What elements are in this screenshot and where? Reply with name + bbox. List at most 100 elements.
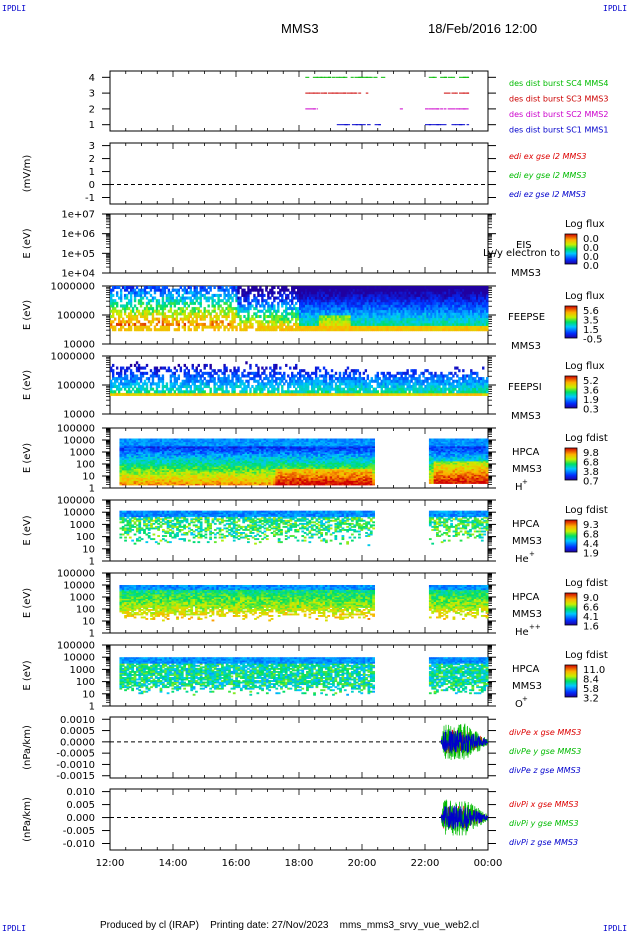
- legend-divpi-1: divPi y gse MMS3: [509, 819, 579, 828]
- y-tick-label-divpe: 0.0005: [60, 726, 95, 737]
- panel-frame-divpi: [109, 788, 489, 851]
- colorbar-title-eis: Log flux: [565, 219, 605, 230]
- x-tick-label: 18:00: [285, 858, 314, 869]
- legend-divpe-2: divPe z gse MMS3: [509, 766, 581, 775]
- y-tick-label-hpca_h: 10000: [63, 436, 95, 447]
- colorbar-tick-hpca_o: 11.0: [583, 665, 605, 676]
- colorbar-hpca_he: [564, 519, 578, 553]
- legend-burst-1: des dist burst SC1 MMS1: [509, 126, 608, 135]
- species-sup-hpca_he: +: [529, 550, 535, 558]
- panel-label-sc-hpca_hepp: MMS3: [512, 609, 542, 620]
- colorbar-tick-hpca_hepp: 6.6: [583, 603, 599, 614]
- panel-frame-divpe: [109, 716, 489, 779]
- y-tick-label-divpi: 0.010: [66, 787, 95, 798]
- y-tick-label-hpca_o: 100000: [57, 641, 95, 652]
- footer-script: mms_mms3_srvy_vue_web2.cl: [339, 920, 480, 931]
- y-axis-label-divpe: (nPa/km): [22, 725, 33, 770]
- corner-label-bottom-left: IPDLI: [2, 924, 27, 933]
- y-tick-label-edi: 0: [89, 180, 95, 191]
- y-tick-label-eis: 1e+06: [61, 229, 95, 240]
- panel-label-hpca_hepp: HPCA: [512, 592, 540, 603]
- colorbar-tick-hpca_h: 9.8: [583, 448, 599, 459]
- legend-burst-4: des dist burst SC4 MMS4: [509, 79, 608, 88]
- colorbar-hpca_hepp: [564, 592, 578, 626]
- y-tick-label-hpca_o: 10000: [63, 653, 95, 664]
- colorbar-tick-hpca_o: 3.2: [583, 694, 599, 705]
- x-tick-label: 12:00: [96, 858, 125, 869]
- colorbar-tick-feepse: 5.6: [583, 306, 599, 317]
- y-tick-label-hpca_hepp: 100000: [57, 569, 95, 580]
- x-tick-label: 00:00: [474, 858, 503, 869]
- species-label-hpca_he: He: [515, 554, 529, 565]
- footer-printed: Printing date: 27/Nov/2023: [210, 920, 329, 931]
- y-tick-label-burst: 1: [89, 120, 95, 131]
- panel-label-sc-feepse: MMS3: [511, 341, 541, 352]
- colorbar-tick-eis: 0.0: [583, 243, 599, 254]
- colorbar-tick-hpca_hepp: 1.6: [583, 622, 599, 633]
- y-tick-label-feepsi: 100000: [57, 381, 95, 392]
- feepse-heatmap: [110, 286, 489, 332]
- panel-label-hpca_he: HPCA: [512, 519, 540, 530]
- species-sup-hpca_h: +: [522, 478, 528, 486]
- y-tick-label-eis: 1e+04: [61, 269, 95, 280]
- colorbar-tick-feepsi: 3.6: [583, 386, 599, 397]
- colorbar-tick-hpca_h: 0.7: [583, 477, 599, 488]
- y-tick-label-hpca_hepp: 100: [76, 605, 95, 616]
- y-axis-label-hpca_hepp: E (eV): [22, 588, 33, 618]
- series-line-divpe-2: [440, 729, 489, 754]
- colorbar-tick-hpca_he: 4.4: [583, 539, 599, 550]
- y-tick-label-hpca_hepp: 1: [89, 629, 95, 640]
- panel-frame-eis: [109, 213, 489, 274]
- y-tick-label-hpca_he: 1: [89, 557, 95, 568]
- panel-label-sc-hpca_h: MMS3: [512, 464, 542, 475]
- y-tick-label-hpca_o: 100: [76, 677, 95, 688]
- y-tick-label-feepse: 10000: [63, 340, 95, 351]
- colorbar-feepsi: [564, 375, 578, 409]
- colorbar-tick-hpca_he: 9.3: [583, 520, 599, 531]
- legend-burst-3: des dist burst SC3 MMS3: [509, 95, 608, 104]
- legend-divpe-0: divPe x gse MMS3: [509, 728, 581, 737]
- y-tick-label-hpca_h: 100000: [57, 424, 95, 435]
- x-tick-label: 22:00: [411, 858, 440, 869]
- panel-label-sc-hpca_o: MMS3: [512, 681, 542, 692]
- y-axis-label-feepsi: E (eV): [22, 370, 33, 400]
- y-tick-label-burst: 2: [89, 104, 95, 115]
- hpca-he-heatmap: [119, 510, 489, 547]
- colorbar-hpca_h: [564, 447, 578, 481]
- panel-label-eis-sc: MMS3: [511, 268, 541, 279]
- y-tick-label-hpca_o: 1: [89, 702, 95, 713]
- y-tick-label-divpe: -0.0015: [56, 771, 95, 782]
- y-tick-label-hpca_he: 100: [76, 532, 95, 543]
- colorbar-hpca_o: [564, 664, 578, 698]
- species-label-hpca_o: O: [515, 699, 523, 710]
- corner-label-bottom-right: IPDLI: [603, 924, 628, 933]
- colorbar-tick-hpca_hepp: 9.0: [583, 593, 599, 604]
- y-tick-label-hpca_he: 10000: [63, 508, 95, 519]
- colorbar-tick-feepse: 1.5: [583, 325, 599, 336]
- colorbar-title-hpca_hepp: Log fdist: [565, 578, 608, 589]
- species-sup-hpca_o: +: [522, 695, 528, 703]
- y-tick-label-divpi: 0.000: [66, 813, 95, 824]
- corner-label-top-right: IPDLI: [603, 4, 628, 13]
- hpca-hepp-heatmap: [119, 585, 489, 622]
- y-tick-label-hpca_hepp: 10000: [63, 581, 95, 592]
- y-tick-label-edi: -1: [85, 193, 95, 204]
- x-tick-label: 20:00: [348, 858, 377, 869]
- panel-frame-burst: [109, 70, 489, 132]
- legend-divpe-1: divPe y gse MMS3: [509, 747, 581, 756]
- y-tick-label-hpca_he: 1000: [70, 520, 95, 531]
- page-date: 18/Feb/2016 12:00: [428, 21, 538, 36]
- species-label-hpca_h: H: [515, 482, 523, 493]
- legend-edi-0: edi ex gse l2 MMS3: [509, 152, 587, 161]
- y-axis-label-feepse: E (eV): [22, 300, 33, 330]
- y-tick-label-hpca_he: 10: [82, 544, 95, 555]
- panel-label-eis: EIS: [516, 240, 532, 251]
- colorbar-tick-eis: 0.0: [583, 234, 599, 245]
- legend-burst-2: des dist burst SC2 MMS2: [509, 110, 608, 119]
- y-tick-label-hpca_h: 1000: [70, 448, 95, 459]
- panel-label-feepse: FEEPSE: [508, 312, 545, 323]
- colorbar-tick-hpca_o: 8.4: [583, 675, 599, 686]
- y-tick-label-feepsi: 10000: [63, 410, 95, 421]
- y-tick-label-hpca_o: 10: [82, 689, 95, 700]
